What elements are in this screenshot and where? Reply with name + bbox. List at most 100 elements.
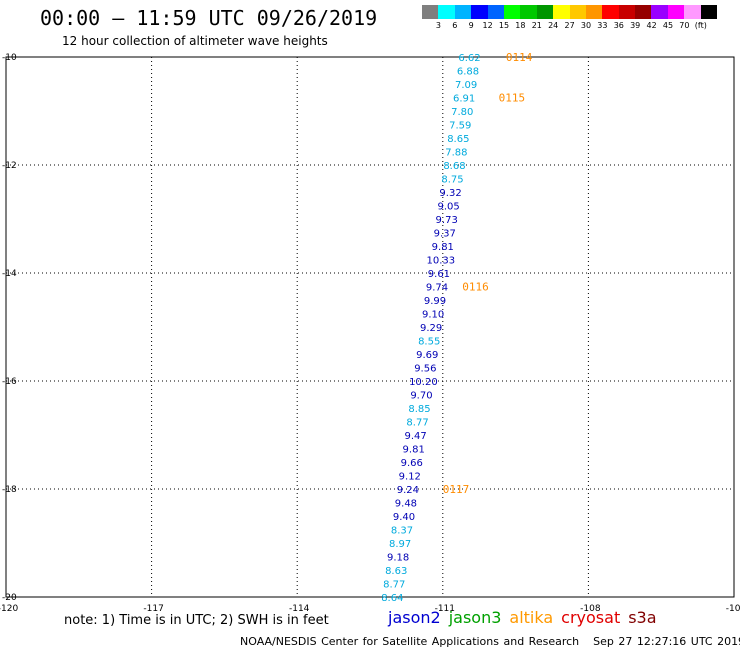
- wave-height-label: 8.97: [389, 539, 411, 550]
- wave-height-label: 9.29: [420, 323, 442, 334]
- wave-height-label: 8.63: [385, 566, 407, 577]
- color-swatch: [487, 5, 504, 19]
- y-tick-label: -12: [2, 161, 17, 171]
- wave-height-label: 9.61: [428, 269, 450, 280]
- x-tick-label: -117: [143, 604, 163, 614]
- wave-height-label: 9.10: [422, 310, 444, 321]
- x-tick-label: -108: [580, 604, 601, 614]
- y-tick-label: -18: [2, 485, 17, 495]
- wave-height-label: 8.77: [383, 580, 405, 591]
- wave-height-label: 9.81: [432, 242, 454, 253]
- x-tick-label: -120: [0, 604, 18, 614]
- wave-height-label: 6.91: [453, 94, 475, 105]
- color-swatch: [700, 5, 718, 19]
- generation-timestamp: Sep 27 12:27:16 UTC 2019: [593, 635, 740, 648]
- color-scale-label: 70: [679, 21, 690, 30]
- color-swatch: [667, 5, 685, 19]
- wave-height-label: 9.81: [403, 445, 425, 456]
- color-swatch: [684, 5, 701, 19]
- color-scale-bar: [422, 5, 718, 19]
- color-swatch: [438, 5, 455, 19]
- wave-height-label: 9.37: [434, 229, 456, 240]
- wave-height-label: 9.56: [414, 364, 436, 375]
- color-swatch: [471, 5, 488, 19]
- legend-entry-jason3: jason3: [448, 608, 502, 627]
- color-scale-label: 15: [498, 21, 510, 30]
- pass-number-label: 0117: [443, 483, 470, 496]
- x-tick-label: -105: [726, 604, 740, 614]
- color-scale-label: 6: [452, 21, 458, 30]
- units-note: note: 1) Time is in UTC; 2) SWH is in fe…: [64, 613, 329, 628]
- color-swatch: [635, 5, 652, 19]
- legend-entry-altika: altika: [509, 608, 554, 627]
- legend-entry-cryosat: cryosat: [561, 608, 621, 627]
- wave-height-label: 6.62: [458, 53, 480, 64]
- wave-height-label: 8.65: [447, 134, 469, 145]
- wave-height-label: 7.59: [449, 121, 471, 132]
- satellite-legend: jason2 jason3 altika cryosat s3a: [388, 608, 665, 627]
- wave-height-label: 8.75: [441, 175, 463, 186]
- color-scale-label: 24: [548, 21, 559, 30]
- color-scale-label: 21: [531, 21, 542, 30]
- y-tick-label: -20: [2, 593, 17, 603]
- color-scale-label: 42: [646, 21, 657, 30]
- wave-height-label: 9.32: [439, 188, 461, 199]
- wave-height-label: 8.37: [391, 526, 413, 537]
- wave-height-label: 10.20: [409, 377, 438, 388]
- color-scale-label: 45: [662, 21, 674, 30]
- wave-height-label: 7.09: [455, 80, 477, 91]
- color-scale-label: 12: [482, 21, 493, 30]
- color-scale-label: 27: [564, 21, 575, 30]
- color-swatch: [553, 5, 570, 19]
- page-subtitle: 12 hour collection of altimeter wave hei…: [62, 34, 328, 48]
- color-swatch: [422, 5, 439, 19]
- wave-height-label: 9.73: [436, 215, 458, 226]
- wave-height-label: 9.18: [387, 553, 409, 564]
- wave-height-label: 9.69: [416, 350, 438, 361]
- wave-height-label: 8.68: [443, 161, 465, 172]
- legend-entry-jason2: jason2: [388, 608, 441, 627]
- footer-credit: NOAA/NESDIS Center for Satellite Applica…: [240, 635, 740, 648]
- wave-height-label: 8.85: [408, 404, 430, 415]
- color-scale-label: 39: [630, 21, 641, 30]
- wave-height-label: 8.64: [381, 593, 403, 604]
- legend-entry-s3a: s3a: [628, 608, 657, 627]
- color-swatch: [602, 5, 619, 19]
- wave-height-label: 9.24: [397, 485, 419, 496]
- wave-height-label: 8.55: [418, 337, 440, 348]
- pass-number-label: 0115: [499, 92, 526, 105]
- y-tick-label: -14: [2, 269, 17, 279]
- color-swatch: [520, 5, 537, 19]
- wave-height-label: 9.66: [401, 458, 423, 469]
- wave-height-label: 9.70: [410, 391, 432, 402]
- y-tick-label: -16: [2, 377, 17, 387]
- credit-text: NOAA/NESDIS Center for Satellite Applica…: [240, 635, 580, 648]
- color-swatch: [618, 5, 636, 19]
- wave-height-label: 9.48: [395, 499, 417, 510]
- wave-height-label: 8.77: [406, 418, 428, 429]
- wave-height-label: 7.80: [451, 107, 473, 118]
- color-scale-label: 3: [435, 21, 441, 30]
- wave-height-label: 9.12: [399, 472, 421, 483]
- plot-frame: [5, 56, 735, 598]
- color-scale-label: (ft): [694, 21, 707, 30]
- wave-height-label: 9.05: [437, 202, 459, 213]
- y-tick-label: -10: [2, 53, 17, 63]
- color-swatch: [585, 5, 603, 19]
- wave-height-label: 9.99: [424, 296, 446, 307]
- color-scale-label: 30: [580, 21, 592, 30]
- pass-number-label: 0116: [462, 281, 489, 294]
- color-scale-labels: 3 6 9 12 15 18 21 24 27 30 33 36 39 42 45 70 (ft): [422, 21, 740, 33]
- wave-height-label: 10.33: [427, 256, 456, 267]
- color-swatch: [569, 5, 586, 19]
- wave-height-label: 6.88: [457, 67, 479, 78]
- color-swatch: [651, 5, 668, 19]
- x-tick-label: -111: [435, 604, 455, 614]
- color-scale-label: 36: [613, 21, 624, 30]
- color-scale-label: 33: [597, 21, 608, 30]
- color-swatch: [454, 5, 472, 19]
- wave-height-label: 7.88: [445, 148, 467, 159]
- color-swatch: [503, 5, 521, 19]
